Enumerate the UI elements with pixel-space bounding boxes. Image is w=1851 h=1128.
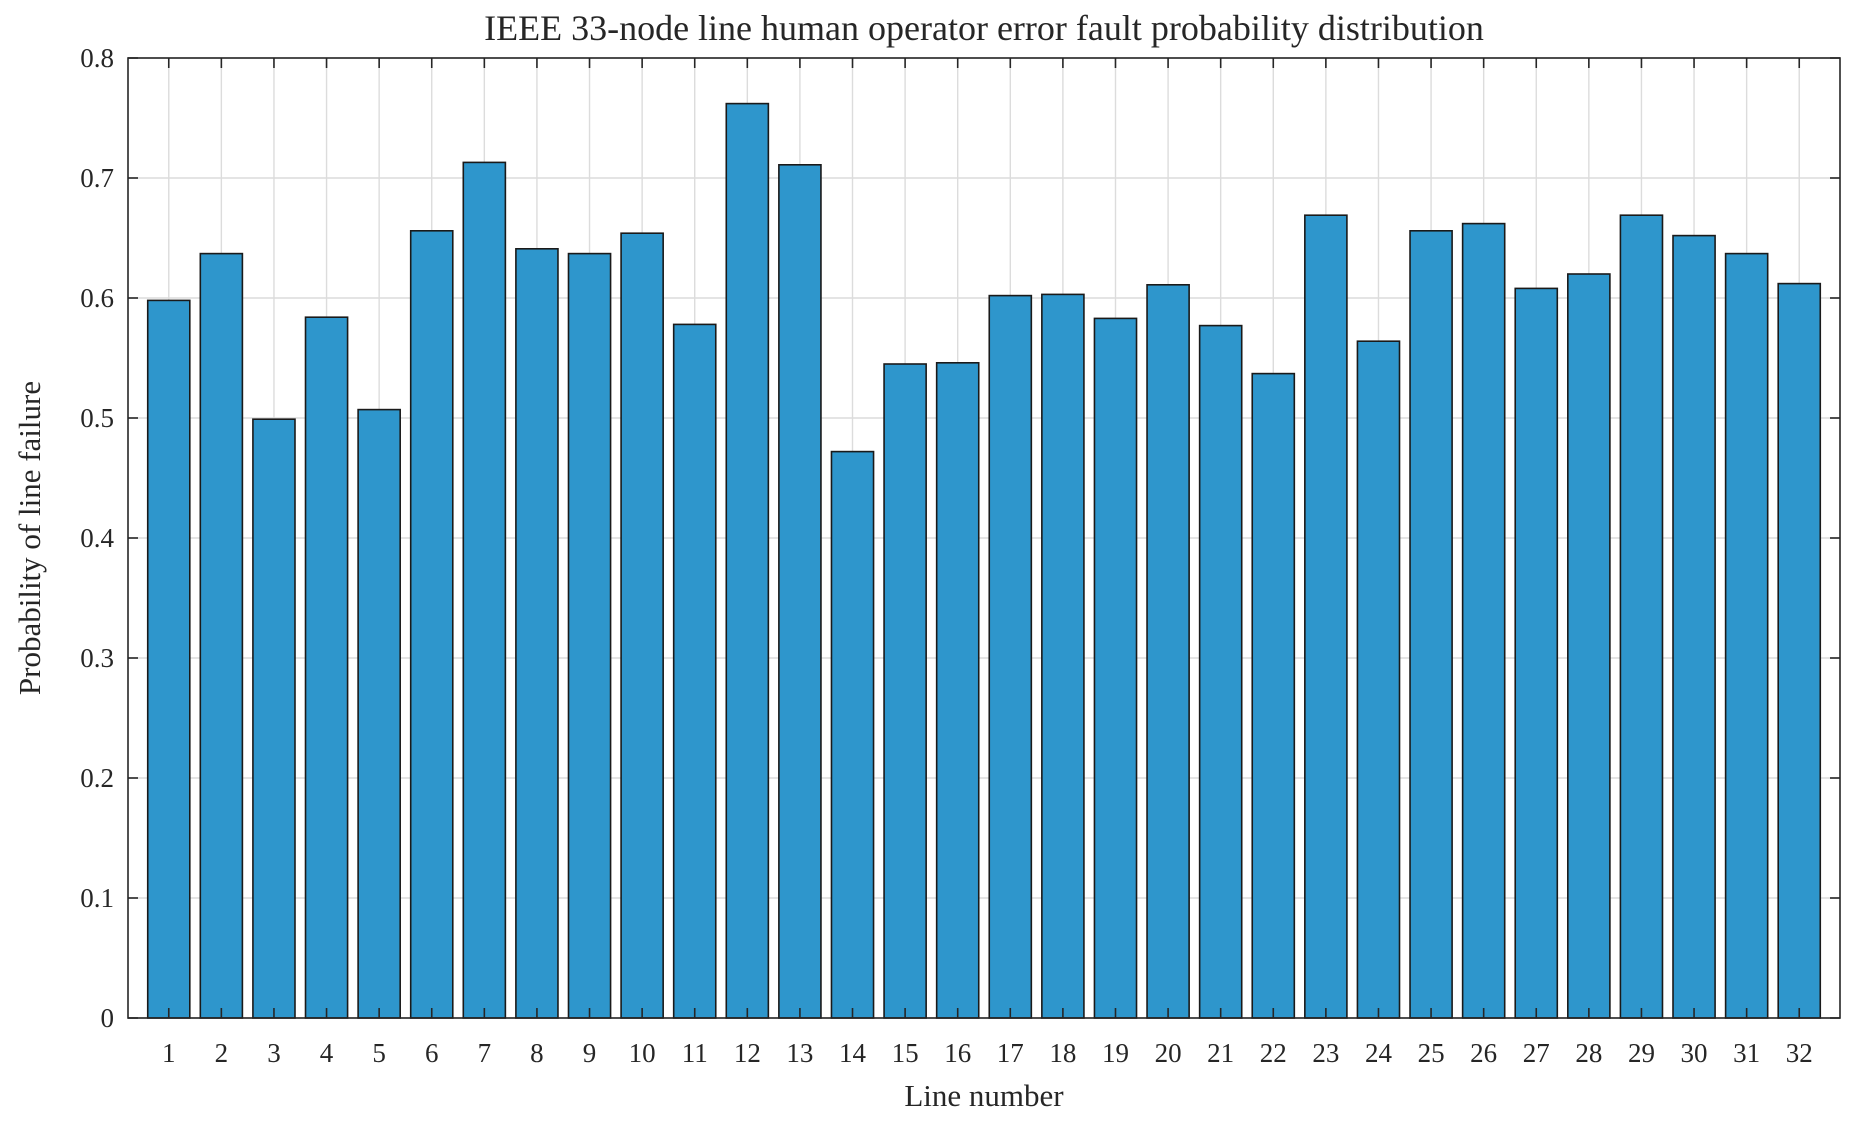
- y-tick-label: 0.2: [80, 763, 114, 793]
- bar-line-1: [146, 299, 191, 1019]
- bar-line-32: [1777, 282, 1822, 1019]
- bar-line-7: [462, 161, 507, 1019]
- x-tick-label: 3: [267, 1038, 281, 1068]
- bar-line-27: [1514, 287, 1559, 1019]
- bar-line-13: [778, 164, 822, 1019]
- x-tick-label: 1: [162, 1038, 176, 1068]
- x-tick-label: 27: [1523, 1038, 1550, 1068]
- bar-line-30: [1672, 234, 1716, 1019]
- x-tick-label: 5: [372, 1038, 386, 1068]
- x-tick-label: 15: [892, 1038, 919, 1068]
- x-tick-label: 9: [583, 1038, 597, 1068]
- x-tick-label: 20: [1155, 1038, 1182, 1068]
- bar-line-2: [199, 252, 244, 1019]
- y-axis-label: Probability of line failure: [12, 381, 47, 695]
- x-tick-label: 26: [1470, 1038, 1497, 1068]
- y-tick-label: 0.3: [80, 643, 114, 673]
- bar-line-26: [1461, 222, 1506, 1019]
- x-tick-label: 24: [1365, 1038, 1393, 1068]
- x-tick-label: 28: [1575, 1038, 1602, 1068]
- bar-line-6: [409, 230, 454, 1019]
- x-tick-label: 6: [425, 1038, 439, 1068]
- x-tick-label: 4: [320, 1038, 334, 1068]
- x-tick-label: 29: [1628, 1038, 1655, 1068]
- x-tick-label: 10: [629, 1038, 656, 1068]
- bar-line-5: [357, 408, 401, 1019]
- x-tick-label: 13: [786, 1038, 813, 1068]
- x-tick-label: 14: [839, 1038, 867, 1068]
- bar-line-8: [515, 248, 559, 1019]
- bar-line-10: [620, 232, 664, 1019]
- y-tick-label: 0.6: [80, 283, 114, 313]
- bars: [146, 102, 1822, 1019]
- x-axis-label: Line number: [904, 1078, 1064, 1113]
- x-tick-label: 19: [1102, 1038, 1129, 1068]
- y-tick-label: 0: [101, 1003, 115, 1033]
- x-tick-label: 16: [944, 1038, 971, 1068]
- ticks: 00.10.20.30.40.50.60.70.81 2 3 4 5 6 7 8 9 10 11 12…: [80, 43, 1840, 1068]
- bar-line-3: [252, 418, 296, 1019]
- bar-line-20: [1146, 283, 1190, 1019]
- bar-line-21: [1198, 324, 1243, 1019]
- bar-line-18: [1041, 293, 1085, 1019]
- bar-line-23: [1304, 214, 1348, 1019]
- x-tick-label: 23: [1312, 1038, 1339, 1068]
- y-tick-label: 0.4: [80, 523, 114, 553]
- bar-line-11: [672, 323, 717, 1019]
- x-tick-label: 30: [1681, 1038, 1708, 1068]
- x-tick-label: 2: [215, 1038, 229, 1068]
- x-tick-label: 18: [1049, 1038, 1076, 1068]
- x-tick-label: 22: [1260, 1038, 1287, 1068]
- x-tick-label: 12: [734, 1038, 761, 1068]
- bar-line-22: [1251, 372, 1296, 1019]
- x-tick-label: 25: [1418, 1038, 1445, 1068]
- y-tick-label: 0.7: [80, 163, 114, 193]
- bar-line-14: [830, 450, 875, 1019]
- bar-line-31: [1724, 252, 1769, 1019]
- x-tick-label: 7: [478, 1038, 492, 1068]
- bar-line-15: [883, 363, 927, 1019]
- bar-line-24: [1356, 340, 1401, 1019]
- bar-line-28: [1567, 273, 1611, 1019]
- bar-line-25: [1409, 230, 1453, 1019]
- chart-title: IEEE 33-node line human operator error f…: [484, 8, 1484, 48]
- bar-line-16: [935, 361, 980, 1019]
- y-tick-label: 0.5: [80, 403, 114, 433]
- x-tick-label: 31: [1733, 1038, 1760, 1068]
- bar-line-29: [1619, 214, 1664, 1019]
- bar-line-4: [304, 316, 349, 1019]
- y-tick-label: 0.1: [80, 883, 114, 913]
- bar-line-17: [988, 294, 1033, 1019]
- y-tick-label: 0.8: [80, 43, 114, 73]
- x-tick-label: 32: [1786, 1038, 1813, 1068]
- x-tick-label: 21: [1207, 1038, 1234, 1068]
- bar-line-9: [567, 252, 612, 1019]
- bar-line-12: [725, 102, 770, 1019]
- x-tick-label: 17: [997, 1038, 1024, 1068]
- x-tick-label: 8: [530, 1038, 544, 1068]
- bar-line-19: [1093, 317, 1138, 1019]
- x-tick-label: 11: [682, 1038, 708, 1068]
